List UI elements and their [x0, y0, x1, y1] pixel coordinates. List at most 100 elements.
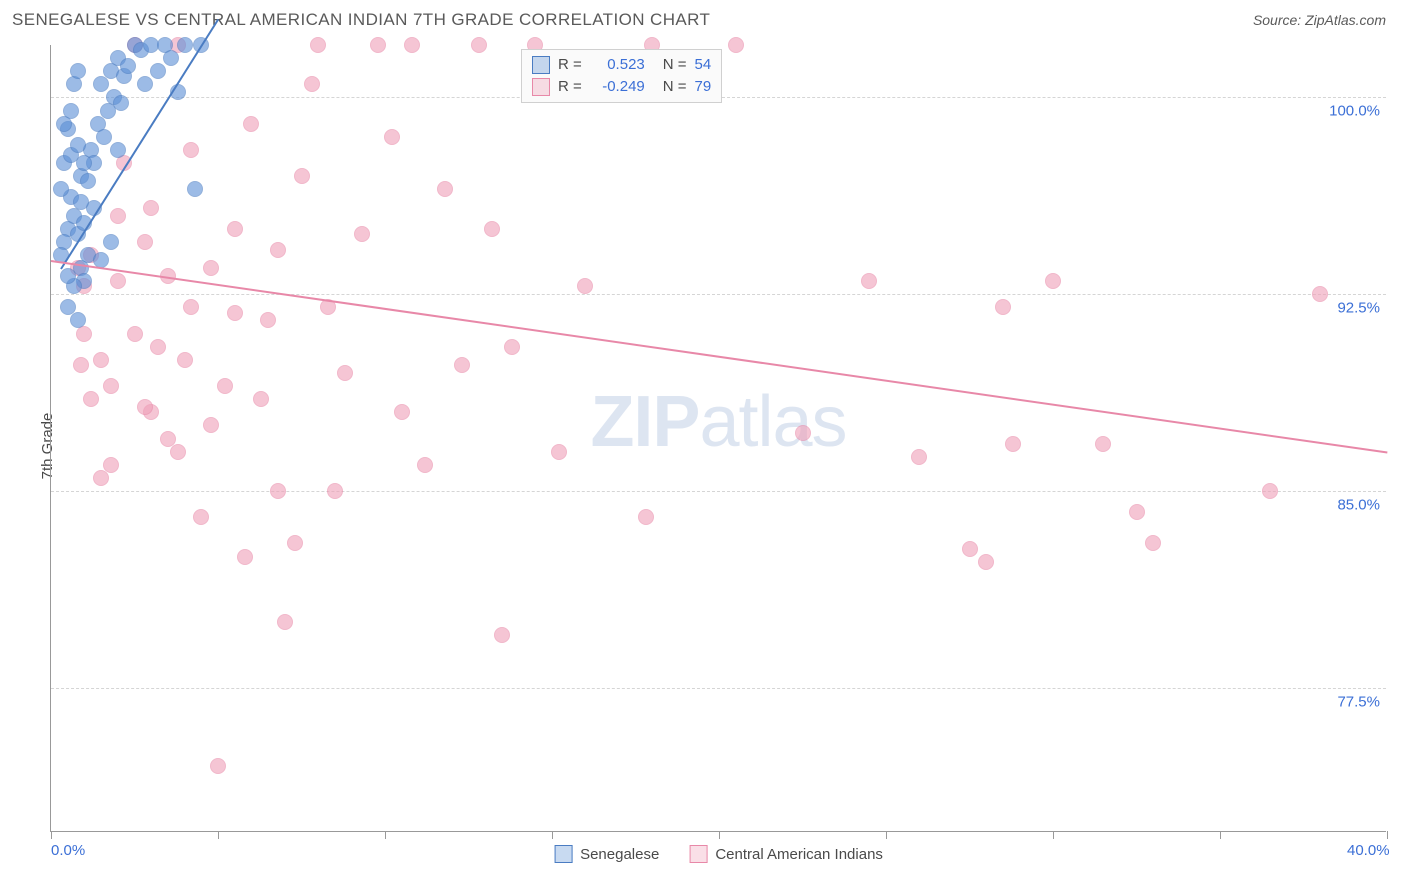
x-tick — [1220, 831, 1221, 839]
data-point — [203, 260, 219, 276]
data-point — [56, 116, 72, 132]
data-point — [137, 234, 153, 250]
legend-n-value: 79 — [695, 76, 712, 98]
data-point — [93, 76, 109, 92]
data-point — [93, 470, 109, 486]
data-point — [183, 142, 199, 158]
data-point — [110, 208, 126, 224]
data-point — [310, 37, 326, 53]
legend-r-value: 0.523 — [590, 54, 645, 76]
data-point — [327, 483, 343, 499]
x-tick-label: 0.0% — [51, 842, 85, 859]
data-point — [113, 95, 129, 111]
chart-title: SENEGALESE VS CENTRAL AMERICAN INDIAN 7T… — [12, 10, 710, 30]
data-point — [150, 339, 166, 355]
data-point — [70, 312, 86, 328]
data-point — [270, 483, 286, 499]
data-point — [728, 37, 744, 53]
data-point — [454, 357, 470, 373]
data-point — [577, 278, 593, 294]
data-point — [304, 76, 320, 92]
data-point — [337, 365, 353, 381]
data-point — [93, 352, 109, 368]
data-point — [1262, 483, 1278, 499]
data-point — [70, 63, 86, 79]
legend-n-label: N = — [663, 76, 687, 98]
data-point — [137, 399, 153, 415]
legend-swatch — [689, 845, 707, 863]
data-point — [170, 444, 186, 460]
data-point — [1145, 535, 1161, 551]
legend-n-value: 54 — [695, 54, 712, 76]
legend-r-label: R = — [558, 54, 582, 76]
data-point — [70, 137, 86, 153]
data-point — [277, 614, 293, 630]
grid-line — [51, 688, 1386, 689]
y-tick-label: 92.5% — [1337, 300, 1380, 317]
data-point — [177, 37, 193, 53]
data-point — [143, 200, 159, 216]
data-point — [384, 129, 400, 145]
data-point — [260, 312, 276, 328]
data-point — [73, 194, 89, 210]
data-point — [1005, 436, 1021, 452]
legend-row: R =-0.249N =79 — [532, 76, 711, 98]
data-point — [1129, 504, 1145, 520]
data-point — [237, 549, 253, 565]
data-point — [551, 444, 567, 460]
data-point — [110, 273, 126, 289]
x-tick — [886, 831, 887, 839]
data-point — [187, 181, 203, 197]
data-point — [243, 116, 259, 132]
x-tick — [51, 831, 52, 839]
legend-r-value: -0.249 — [590, 76, 645, 98]
x-tick — [1387, 831, 1388, 839]
data-point — [494, 627, 510, 643]
data-point — [404, 37, 420, 53]
data-point — [471, 37, 487, 53]
y-tick-label: 85.0% — [1337, 496, 1380, 513]
legend-item: Senegalese — [554, 845, 659, 863]
legend-swatch — [532, 56, 550, 74]
legend-label: Senegalese — [580, 846, 659, 863]
data-point — [638, 509, 654, 525]
data-point — [76, 155, 92, 171]
x-tick — [385, 831, 386, 839]
legend-swatch — [554, 845, 572, 863]
data-point — [370, 37, 386, 53]
data-point — [394, 404, 410, 420]
data-point — [354, 226, 370, 242]
data-point — [962, 541, 978, 557]
data-point — [80, 173, 96, 189]
data-point — [120, 58, 136, 74]
data-point — [177, 352, 193, 368]
data-point — [911, 449, 927, 465]
data-point — [163, 50, 179, 66]
data-point — [253, 391, 269, 407]
legend-label: Central American Indians — [715, 846, 883, 863]
data-point — [484, 221, 500, 237]
y-tick-label: 77.5% — [1337, 693, 1380, 710]
grid-line — [51, 491, 1386, 492]
data-point — [861, 273, 877, 289]
data-point — [193, 509, 209, 525]
data-point — [270, 242, 286, 258]
x-tick-label: 40.0% — [1347, 842, 1390, 859]
x-tick — [552, 831, 553, 839]
data-point — [127, 326, 143, 342]
legend-item: Central American Indians — [689, 845, 883, 863]
data-point — [995, 299, 1011, 315]
data-point — [137, 76, 153, 92]
data-point — [227, 305, 243, 321]
data-point — [504, 339, 520, 355]
series-legend: Senegalese Central American Indians — [554, 845, 883, 863]
data-point — [203, 417, 219, 433]
trend-line — [51, 260, 1387, 453]
x-tick — [719, 831, 720, 839]
grid-line — [51, 294, 1386, 295]
data-point — [183, 299, 199, 315]
data-point — [227, 221, 243, 237]
data-point — [978, 554, 994, 570]
data-point — [1095, 436, 1111, 452]
data-point — [110, 142, 126, 158]
